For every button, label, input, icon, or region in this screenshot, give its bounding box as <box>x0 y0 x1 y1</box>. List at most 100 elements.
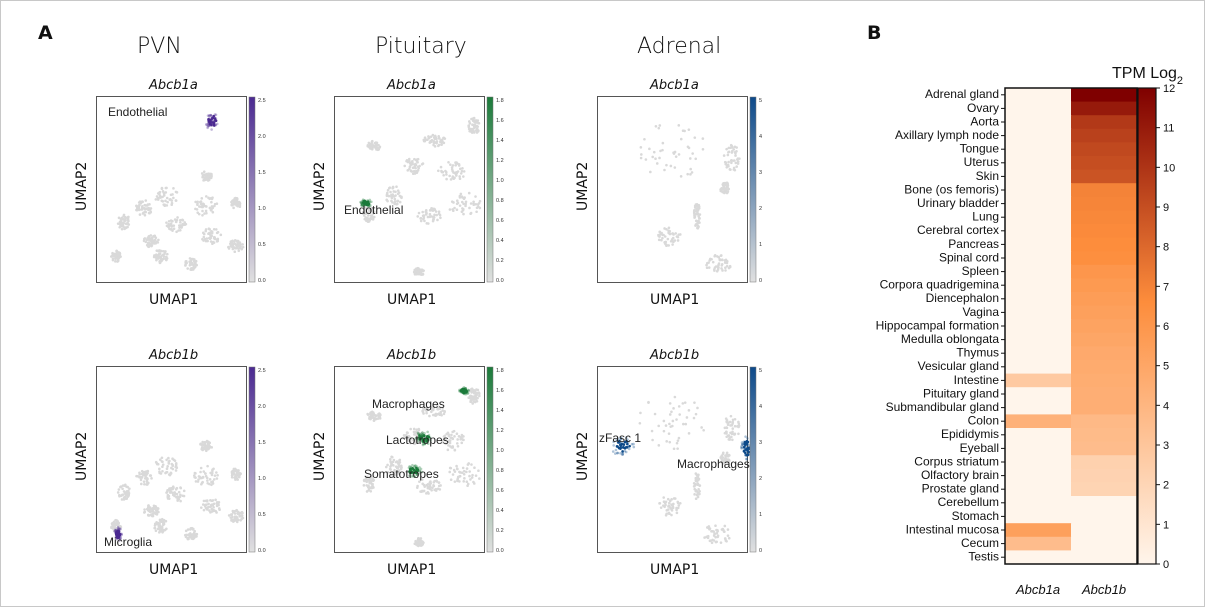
umap-point <box>361 204 364 207</box>
heatmap-row-label: Intestine <box>954 373 1000 387</box>
umap-point <box>202 170 206 174</box>
umap-point <box>725 184 729 187</box>
umap-point <box>426 438 430 441</box>
umap-point <box>203 212 206 215</box>
umap-point <box>241 243 244 246</box>
umap-point <box>614 448 618 452</box>
heatmap-cell <box>1071 332 1138 347</box>
umap-point <box>619 436 623 440</box>
heatmap-cell <box>1071 400 1138 415</box>
umap-point <box>742 445 746 449</box>
umap-point <box>695 478 699 481</box>
umap-point <box>210 200 213 204</box>
umap-colorbar-tick: 0.0 <box>258 278 266 284</box>
umap-point <box>421 482 425 486</box>
umap-point <box>157 196 160 200</box>
umap-point <box>734 151 737 155</box>
umap-point <box>458 175 461 178</box>
umap-point <box>164 191 168 194</box>
heatmap-cell <box>1005 224 1072 239</box>
umap-point <box>625 440 629 443</box>
umap-point <box>639 146 643 149</box>
umap-point <box>390 474 394 477</box>
umap-colorbar-tick: 1.2 <box>496 428 504 434</box>
umap-point <box>628 444 631 448</box>
umap-point <box>125 222 128 226</box>
umap-point <box>211 116 214 120</box>
umap-point <box>696 406 699 410</box>
umap-colorbar-tick: 1 <box>759 242 762 248</box>
umap-point <box>163 204 167 208</box>
umap-point <box>148 211 151 215</box>
umap-point <box>716 534 720 537</box>
umap-point <box>458 167 462 171</box>
umap-point <box>667 432 671 435</box>
umap-point <box>676 439 680 442</box>
umap-point <box>392 190 396 193</box>
umap-point <box>111 527 115 530</box>
umap-point <box>219 233 223 237</box>
umap-point <box>233 250 237 254</box>
umap-point <box>398 200 402 204</box>
umap-point <box>117 254 120 257</box>
umap-point <box>184 264 187 267</box>
umap-point <box>744 451 747 455</box>
umap-point <box>429 135 433 138</box>
umap-point <box>745 457 748 461</box>
umap-point <box>126 225 129 229</box>
umap-point <box>202 235 206 239</box>
heatmap-cell <box>1005 441 1072 456</box>
umap-point <box>667 244 670 247</box>
heatmap-cell <box>1005 496 1072 511</box>
umap-point <box>430 408 434 412</box>
umap-point <box>694 472 698 475</box>
heatmap-colorbar-label: 2 <box>1163 480 1169 492</box>
umap-point <box>682 422 685 426</box>
umap-point <box>621 450 624 453</box>
umap-point <box>675 235 679 238</box>
heatmap-colorbar-label: 4 <box>1163 400 1169 412</box>
umap-point <box>364 216 367 219</box>
umap-point <box>201 237 204 241</box>
umap-point <box>174 190 178 194</box>
umap-point <box>359 201 363 205</box>
umap-point <box>703 536 706 539</box>
umap-colorbar-tick: 0 <box>759 278 762 284</box>
umap-point <box>384 465 388 469</box>
umap-point <box>729 424 732 427</box>
umap-point <box>124 483 127 487</box>
umap-point <box>437 212 441 216</box>
umap-point <box>418 438 422 441</box>
umap-point <box>121 493 124 497</box>
umap-cluster-annotation: Endothelial <box>344 203 403 217</box>
umap-point <box>428 215 432 219</box>
umap-point <box>709 539 712 543</box>
umap-point <box>431 405 435 408</box>
umap-point <box>227 514 231 517</box>
umap-point <box>458 204 462 207</box>
umap-point <box>123 219 126 223</box>
umap-point <box>374 146 378 150</box>
heatmap-column-label: Abcb1b <box>1081 582 1126 597</box>
heatmap-row-label: Testis <box>968 550 999 564</box>
heatmap-row-label: Olfactory brain <box>921 468 999 482</box>
umap-point <box>722 462 726 465</box>
umap-point <box>138 203 141 207</box>
umap-x-axis-label: UMAP1 <box>650 562 700 578</box>
umap-point <box>441 170 445 174</box>
umap-point <box>657 424 660 428</box>
umap-point <box>694 219 698 223</box>
umap-point <box>411 162 414 166</box>
umap-colorbar-tick: 1.4 <box>496 138 504 144</box>
umap-point <box>668 499 672 503</box>
umap-point <box>730 432 733 435</box>
umap-point <box>125 485 128 488</box>
heatmap-cell <box>1005 523 1072 538</box>
umap-point <box>193 529 196 533</box>
umap-point <box>233 246 237 250</box>
umap-point <box>454 161 458 165</box>
umap-point <box>463 477 466 480</box>
umap-point <box>719 189 723 193</box>
umap-point <box>729 159 733 162</box>
umap-point <box>404 435 407 439</box>
